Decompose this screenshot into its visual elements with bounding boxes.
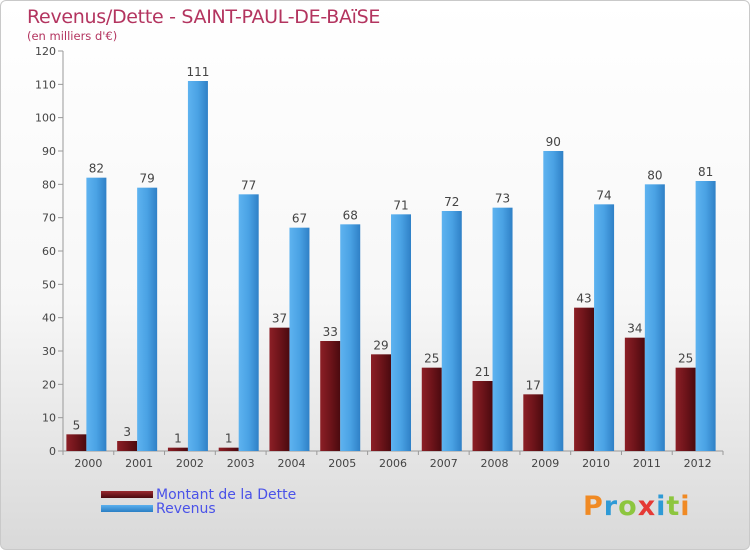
y-tick-label: 110 xyxy=(35,78,56,91)
x-tick-label: 2000 xyxy=(74,457,102,470)
bar-revenus xyxy=(391,214,411,451)
data-label-revenus: 73 xyxy=(495,192,510,206)
bar-dette xyxy=(472,381,493,451)
data-label-revenus: 81 xyxy=(698,165,713,179)
legend-label-revenus: Revenus xyxy=(156,501,216,517)
bar-revenus xyxy=(289,227,310,451)
bar-dette xyxy=(421,367,442,451)
data-label-dette: 43 xyxy=(576,292,591,306)
data-label-revenus: 90 xyxy=(546,135,561,149)
x-tick-label: 2006 xyxy=(379,457,407,470)
bar-dette xyxy=(624,337,645,451)
data-label-revenus: 79 xyxy=(140,172,155,186)
data-label-revenus: 67 xyxy=(292,212,307,226)
data-label-revenus: 111 xyxy=(186,65,209,79)
data-label-dette: 33 xyxy=(323,325,338,339)
data-label-dette: 17 xyxy=(526,378,541,392)
x-tick-label: 2009 xyxy=(531,457,559,470)
logo-letter: i xyxy=(656,491,667,522)
bar-dette xyxy=(218,447,239,451)
chart-subtitle: (en milliers d'€) xyxy=(27,29,118,43)
legend-item-dette: Montant de la Dette xyxy=(101,487,361,503)
data-label-dette: 34 xyxy=(627,322,642,336)
x-tick-label: 2005 xyxy=(328,457,356,470)
bar-revenus xyxy=(137,187,158,451)
data-label-revenus: 72 xyxy=(444,195,459,209)
x-tick-label: 2001 xyxy=(125,457,153,470)
data-label-dette: 1 xyxy=(174,432,182,446)
logo-letter: o xyxy=(618,491,638,522)
y-tick-label: 70 xyxy=(42,212,56,225)
data-label-dette: 37 xyxy=(272,312,287,326)
legend-label-dette: Montant de la Dette xyxy=(156,487,297,503)
logo-letter: x xyxy=(637,491,657,522)
x-tick-label: 2007 xyxy=(430,457,458,470)
x-tick-label: 2012 xyxy=(684,457,712,470)
proxiti-logo: Proxiti xyxy=(583,491,691,522)
legend-swatch-revenus xyxy=(101,505,153,512)
y-tick-label: 20 xyxy=(42,378,56,391)
bar-revenus xyxy=(187,81,208,451)
y-tick-label: 30 xyxy=(42,345,56,358)
x-tick-label: 2003 xyxy=(227,457,255,470)
logo-letter: t xyxy=(666,491,681,522)
bar-revenus xyxy=(695,181,716,451)
x-tick-label: 2008 xyxy=(481,457,509,470)
data-label-revenus: 71 xyxy=(393,198,408,212)
bar-revenus xyxy=(238,194,259,452)
bar-revenus xyxy=(441,211,462,451)
bar-dette xyxy=(675,367,696,451)
legend-item-revenus: Revenus xyxy=(101,501,361,517)
chart-title: Revenus/Dette - SAINT-PAUL-DE-BAïSE xyxy=(27,6,381,28)
logo-letter: P xyxy=(583,491,604,522)
bar-dette xyxy=(117,441,138,451)
logo-letter: r xyxy=(603,491,619,522)
data-label-dette: 25 xyxy=(424,352,439,366)
legend-swatch-dette xyxy=(101,491,153,498)
data-label-dette: 21 xyxy=(475,365,490,379)
y-tick-label: 100 xyxy=(35,112,56,125)
data-label-revenus: 82 xyxy=(89,162,104,176)
data-label-revenus: 68 xyxy=(343,208,358,222)
y-tick-label: 50 xyxy=(42,278,56,291)
bar-revenus xyxy=(492,207,513,451)
bar-revenus xyxy=(340,224,361,451)
data-label-dette: 3 xyxy=(123,425,131,439)
bar-dette xyxy=(320,341,341,451)
y-tick-label: 0 xyxy=(49,445,56,458)
data-label-revenus: 77 xyxy=(241,178,256,192)
y-tick-label: 80 xyxy=(42,178,56,191)
bar-revenus xyxy=(644,184,665,452)
bar-dette xyxy=(371,354,391,451)
data-label-dette: 5 xyxy=(73,418,81,432)
y-tick-label: 90 xyxy=(42,145,56,158)
x-tick-label: 2004 xyxy=(277,457,305,470)
data-label-dette: 25 xyxy=(678,352,693,366)
bar-dette xyxy=(66,434,87,451)
bar-dette xyxy=(523,394,544,451)
y-tick-label: 120 xyxy=(35,45,56,58)
data-label-revenus: 80 xyxy=(647,168,662,182)
logo-letter: i xyxy=(680,491,691,522)
bar-dette xyxy=(269,327,290,451)
bar-revenus xyxy=(543,151,564,451)
data-label-dette: 29 xyxy=(373,338,388,352)
bar-revenus xyxy=(594,204,615,451)
x-tick-label: 2011 xyxy=(633,457,661,470)
y-tick-label: 40 xyxy=(42,312,56,325)
data-label-revenus: 74 xyxy=(596,188,611,202)
bar-dette xyxy=(167,447,188,451)
y-tick-label: 60 xyxy=(42,245,56,258)
x-tick-label: 2002 xyxy=(176,457,204,470)
x-tick-label: 2010 xyxy=(582,457,610,470)
data-label-dette: 1 xyxy=(225,432,233,446)
y-tick-label: 10 xyxy=(42,412,56,425)
bar-revenus xyxy=(86,177,107,451)
bar-dette xyxy=(574,307,595,451)
